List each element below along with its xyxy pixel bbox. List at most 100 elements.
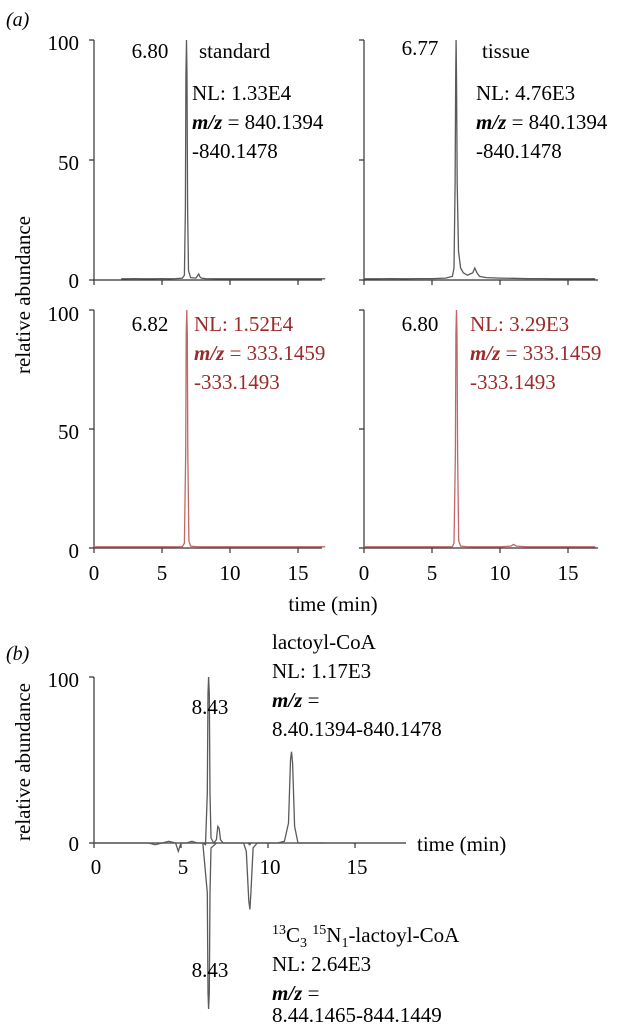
trace-line [94,309,326,548]
xtick-label: 5 [178,855,189,879]
mz-value: = 840.1394 [506,110,608,134]
trace-line [364,309,596,548]
mz-range-end: -840.1478 [476,139,562,163]
annotation-bottom: 13C3 15N1-lactoyl-CoA NL: 2.64E3 m/z = 8… [272,923,460,1027]
isotope-mass-n: 15 [312,923,326,938]
count-c: 3 [300,936,307,951]
ytick-label: 100 [48,302,80,326]
annotation-top: lactoyl-CoA NL: 1.17E3 m/z = 8.40.1394-8… [272,630,442,741]
subplot-standard: 6.80 standard NL: 1.33E4 m/z = 840.1394 … [89,39,326,285]
mz-symbol: m/z [470,341,501,365]
ytick-label: 50 [58,151,79,175]
mz-range-end: -333.1493 [194,370,280,394]
nl-label: NL: 3.29E3 [470,312,569,336]
trace-line [364,39,596,280]
xtick-label: 15 [288,561,309,585]
ytick-label: 0 [69,269,80,293]
xtick-label: 5 [427,561,438,585]
panel-b-yticks: 100 0 [48,668,80,856]
mz-symbol: m/z [272,688,303,712]
axis-ticks [89,676,356,848]
subplot-panel-b: 100 0 0 5 10 15 time (min) 8.43 8.43 lac… [48,630,507,1027]
mz-range: 8.40.1394-840.1478 [272,717,442,741]
trace-line [94,842,326,1010]
xtick-label: 5 [157,561,168,585]
mz-value: = 333.1459 [500,341,601,365]
nl-label: NL: 1.17E3 [272,659,371,683]
mz-label: m/z = 333.1459 [470,341,601,365]
analyte-suffix: -lactoyl-CoA [348,923,460,947]
trace-title: tissue [482,39,530,63]
annotation-red: NL: 1.52E4 m/z = 333.1459 -333.1493 [194,312,325,394]
peak-label-bottom: 8.43 [192,958,229,982]
subplot-axes-group [359,309,598,553]
nl-label: NL: 1.52E4 [194,312,294,336]
xtick-label: 10 [260,855,281,879]
analyte-name: 13C3 15N1-lactoyl-CoA [272,923,460,951]
subplot-tissue: 6.77 tissue NL: 4.76E3 m/z = 840.1394 -8… [359,36,608,285]
nl-label: NL: 4.76E3 [476,81,575,105]
ytick-label: 100 [48,31,80,55]
ytick-label: 50 [58,420,79,444]
panel-b-xticks: 0 5 10 15 [91,855,368,879]
peak-label: 6.77 [402,36,439,60]
panel-a-xticks: 0 5 10 15 0 5 10 15 [89,561,579,585]
peak-label: 6.80 [132,39,169,63]
peak-label: 6.82 [132,312,169,336]
mz-label: m/z = [272,981,319,1005]
subplot-axes-group [359,39,598,285]
panel-a-yticks: 100 50 0 100 50 0 [48,31,80,563]
trace-line [121,39,326,280]
trace-title: standard [199,39,271,63]
mz-label: m/z = [272,688,319,712]
element-n: N [326,923,341,947]
panel-b-ylabel: relative abundance [11,683,35,841]
peak-label: 6.80 [402,312,439,336]
subplot-labeled-standard: 6.82 NL: 1.52E4 m/z = 333.1459 -333.1493 [89,309,326,553]
peak-label-top: 8.43 [192,695,229,719]
mz-value: = 840.1394 [222,110,324,134]
xtick-label: 15 [558,561,579,585]
mz-label: m/z = 333.1459 [194,341,325,365]
axis-ticks [359,39,569,285]
mz-eq: = [302,688,319,712]
subplot-axes-group [89,676,406,848]
mz-symbol: m/z [476,110,507,134]
subplot-axes-group [89,39,322,285]
ytick-label: 100 [48,668,80,692]
ytick-label: 0 [69,539,80,563]
count-n: 1 [341,936,348,951]
nl-label: NL: 1.33E4 [192,81,292,105]
xtick-label: 0 [359,561,370,585]
mz-symbol: m/z [272,981,303,1005]
element-c: C [286,923,300,947]
mz-label: m/z = 840.1394 [476,110,608,134]
axis-ticks [359,309,569,553]
mz-eq: = [302,981,319,1005]
mz-symbol: m/z [194,341,225,365]
axis-ticks [89,39,299,285]
panel-a-label: (a) [6,9,30,31]
xtick-label: 10 [490,561,511,585]
xtick-label: 15 [347,855,368,879]
mz-label: m/z = 840.1394 [192,110,324,134]
mz-range-end: -840.1478 [192,139,278,163]
panel-a-ylabel: relative abundance [11,216,35,374]
isotope-mass-c: 13 [272,923,286,938]
mz-value: = 333.1459 [224,341,325,365]
nl-label: NL: 2.64E3 [272,952,371,976]
xtick-label: 10 [220,561,241,585]
xtick-label: 0 [89,561,100,585]
ytick-label: 0 [69,832,80,856]
panel-b-xlabel: time (min) [417,832,506,856]
subplot-axes-group [89,309,322,553]
axis-ticks [89,309,299,553]
panel-b-label: (b) [6,643,30,665]
mz-symbol: m/z [192,110,223,134]
mz-range-end: -333.1493 [470,370,556,394]
panel-a-xlabel: time (min) [288,592,377,616]
mz-range: 8.44.1465-844.1449 [272,1003,442,1027]
annotation-red: NL: 3.29E3 m/z = 333.1459 -333.1493 [470,312,601,394]
xtick-label: 0 [91,855,102,879]
